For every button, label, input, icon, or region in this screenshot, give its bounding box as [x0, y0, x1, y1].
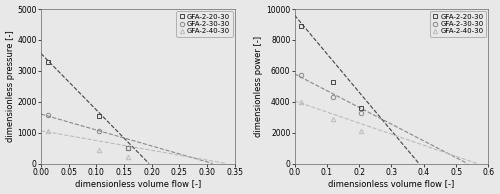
Legend: GFA-2-20-30, GFA-2-30-30, GFA-2-40-30: GFA-2-20-30, GFA-2-30-30, GFA-2-40-30	[430, 11, 486, 37]
X-axis label: dimensionless volume flow [-]: dimensionless volume flow [-]	[328, 179, 454, 188]
Legend: GFA-2-20-30, GFA-2-30-30, GFA-2-40-30: GFA-2-20-30, GFA-2-30-30, GFA-2-40-30	[176, 11, 233, 37]
X-axis label: dimensionless volume flow [-]: dimensionless volume flow [-]	[75, 179, 201, 188]
Y-axis label: dimensionless pressure [-]: dimensionless pressure [-]	[6, 30, 15, 142]
Y-axis label: dimensionless power [-]: dimensionless power [-]	[254, 36, 264, 137]
